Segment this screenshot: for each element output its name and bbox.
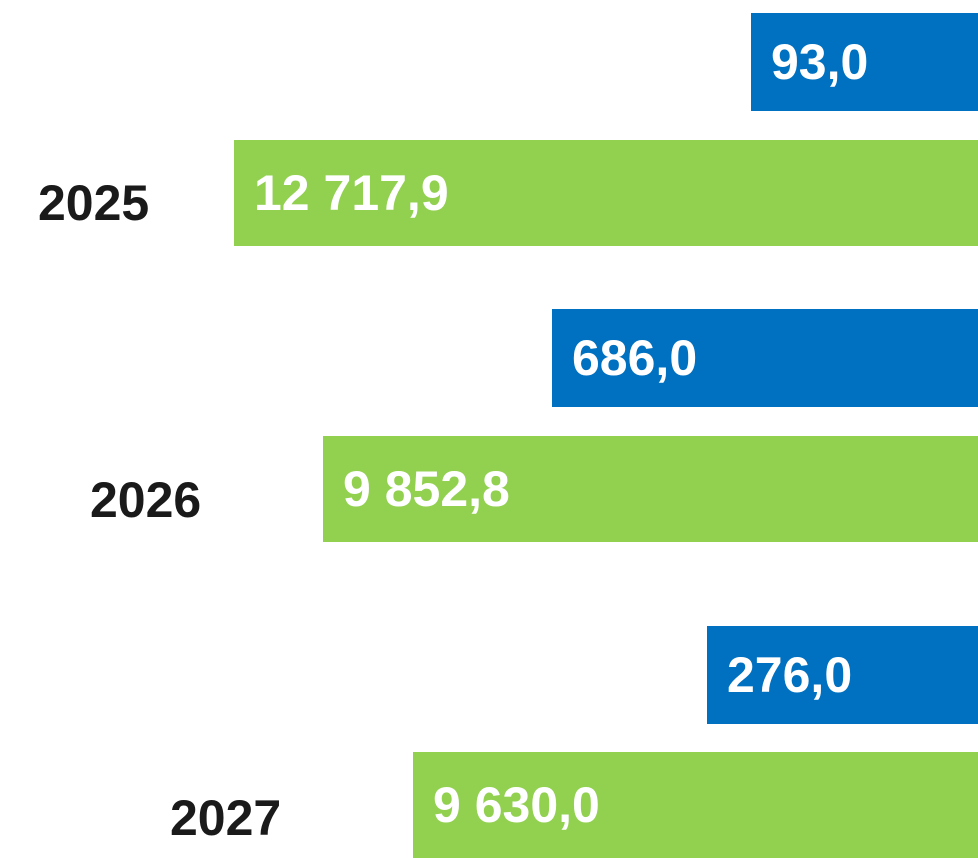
top-bar: 93,0 xyxy=(751,13,978,111)
year-label: 2026 xyxy=(90,472,202,528)
top-bar: 686,0 xyxy=(552,309,978,407)
year-label: 2027 xyxy=(170,790,282,846)
bottom-bar: 12 717,9 xyxy=(234,140,978,246)
bottom-bar: 9 630,0 xyxy=(413,752,978,858)
top-bar: 276,0 xyxy=(707,626,978,724)
year-label: 2025 xyxy=(38,175,150,231)
bottom-bar: 9 852,8 xyxy=(323,436,978,542)
